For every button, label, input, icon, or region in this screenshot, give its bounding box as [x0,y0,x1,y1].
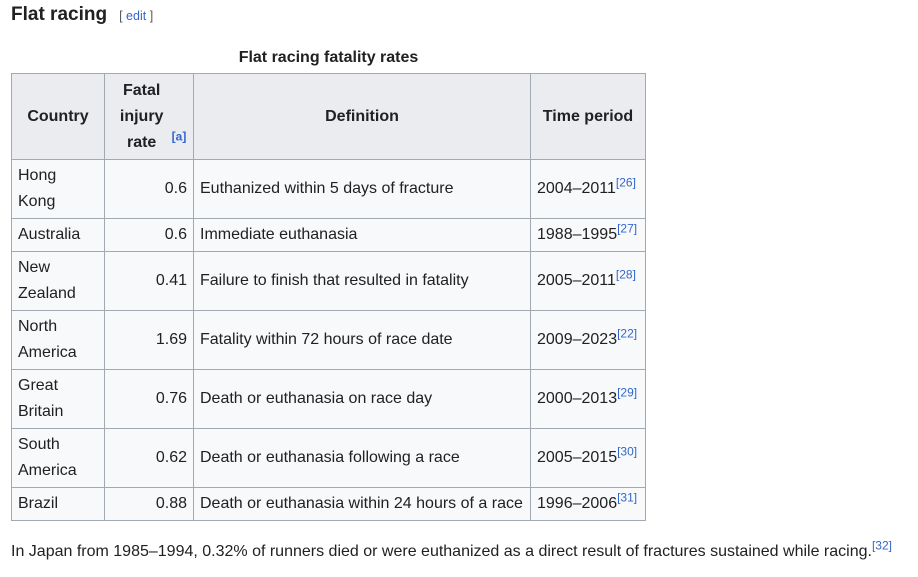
table-row: Hong Kong 0.6 Euthanized within 5 days o… [11,159,646,219]
cell-rate: 0.62 [104,428,194,488]
cell-period: 2005–2015[30] [530,428,646,488]
reference-link[interactable]: [27] [617,221,638,236]
edit-link[interactable]: edit [126,9,147,23]
reference-link[interactable]: [29] [617,385,638,400]
cell-definition: Death or euthanasia on race day [193,369,531,429]
header-rate-label: Fatal injury rate [119,81,164,151]
edit-bracket-open: [ [119,9,123,23]
cell-country: South America [11,428,105,488]
table-row: South America 0.62 Death or euthanasia f… [11,428,646,488]
reference-link[interactable]: [31] [617,490,638,505]
cell-period: 2000–2013[29] [530,369,646,429]
header-rate: Fatal injury rate [a] [104,73,194,160]
table-row: Great Britain 0.76 Death or euthanasia o… [11,369,646,429]
cell-rate: 1.69 [104,310,194,370]
cell-rate: 0.6 [104,218,194,252]
header-period: Time period [530,73,646,160]
header-country: Country [11,73,105,160]
cell-country: Great Britain [11,369,105,429]
edit-section: [ edit ] [119,9,153,23]
table-row: North America 1.69 Fatality within 72 ho… [11,310,646,370]
cell-country: North America [11,310,105,370]
edit-bracket-close: ] [149,9,154,23]
cell-rate: 0.76 [104,369,194,429]
cell-country: New Zealand [11,251,105,311]
cell-rate: 0.41 [104,251,194,311]
cell-definition: Failure to finish that resulted in fatal… [193,251,531,311]
japan-paragraph: In Japan from 1985–1994, 0.32% of runner… [11,538,892,563]
period-text: 2004–2011 [537,180,616,197]
reference-link[interactable]: [22] [617,326,638,341]
table-row: Australia 0.6 Immediate euthanasia 1988–… [11,218,646,252]
cell-definition: Euthanized within 5 days of fracture [193,159,531,219]
note-a-link[interactable]: [a] [171,129,187,144]
cell-rate: 0.88 [104,487,194,521]
period-text: 1996–2006 [537,495,618,512]
cell-period: 2005–2011[28] [530,251,646,311]
table-caption: Flat racing fatality rates [238,49,419,66]
reference-link[interactable]: [30] [617,444,638,459]
cell-rate: 0.6 [104,159,194,219]
cell-definition: Death or euthanasia within 24 hours of a… [193,487,531,521]
cell-country: Brazil [11,487,105,521]
cell-country: Hong Kong [11,159,105,219]
section-title: Flat racing [11,4,108,25]
cell-definition: Immediate euthanasia [193,218,531,252]
cell-period: 2004–2011[26] [530,159,646,219]
period-text: 2009–2023 [537,331,618,348]
cell-definition: Fatality within 72 hours of race date [193,310,531,370]
header-definition: Definition [193,73,531,160]
reference-link[interactable]: [28] [615,267,636,282]
cell-period: 2009–2023[22] [530,310,646,370]
period-text: 2000–2013 [537,390,618,407]
cell-country: Australia [11,218,105,252]
table-row: New Zealand 0.41 Failure to finish that … [11,251,646,311]
cell-definition: Death or euthanasia following a race [193,428,531,488]
fatality-rates-table: Country Fatal injury rate [a] Definition … [11,73,646,521]
period-text: 2005–2011 [537,272,616,289]
cell-period: 1988–1995[27] [530,218,646,252]
cell-period: 1996–2006[31] [530,487,646,521]
period-text: 1988–1995 [537,226,618,243]
reference-link[interactable]: [32] [871,538,892,553]
paragraph-text: In Japan from 1985–1994, 0.32% of runner… [11,543,872,560]
table-row: Brazil 0.88 Death or euthanasia within 2… [11,487,646,521]
section-heading: Flat racing [ edit ] [11,2,153,29]
reference-link[interactable]: [26] [615,175,636,190]
period-text: 2005–2015 [537,449,618,466]
